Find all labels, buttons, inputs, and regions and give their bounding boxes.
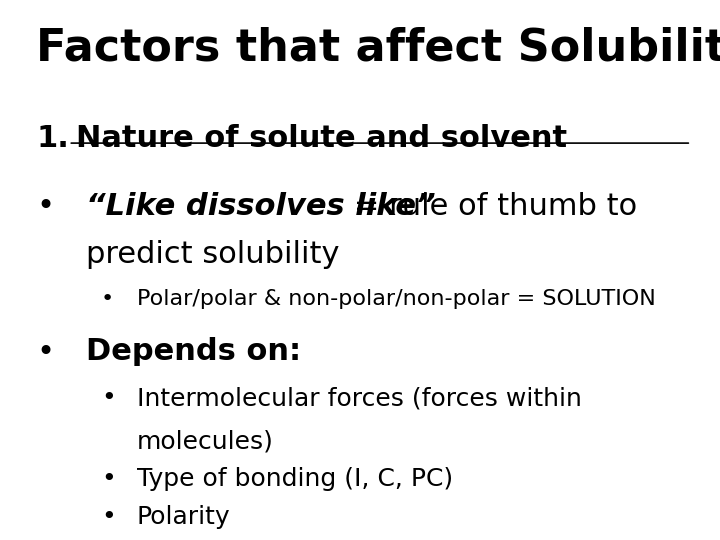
Text: Factors that affect Solubility: Factors that affect Solubility bbox=[36, 27, 720, 70]
Text: •: • bbox=[101, 467, 115, 491]
Text: Polarity: Polarity bbox=[137, 505, 230, 529]
Text: Depends on:: Depends on: bbox=[86, 338, 302, 367]
Text: = rule of thumb to: = rule of thumb to bbox=[344, 192, 637, 221]
Text: •: • bbox=[36, 192, 54, 221]
Text: predict solubility: predict solubility bbox=[86, 240, 340, 269]
Text: 1.: 1. bbox=[36, 124, 69, 153]
Text: •: • bbox=[36, 338, 54, 367]
Text: “Like dissolves like”: “Like dissolves like” bbox=[86, 192, 436, 221]
Text: Intermolecular forces (forces within: Intermolecular forces (forces within bbox=[137, 386, 582, 410]
Text: Type of bonding (I, C, PC): Type of bonding (I, C, PC) bbox=[137, 467, 453, 491]
Text: Polar/polar & non-polar/non-polar = SOLUTION: Polar/polar & non-polar/non-polar = SOLU… bbox=[137, 289, 655, 309]
Text: •: • bbox=[101, 289, 114, 309]
Text: Nature of solute and solvent: Nature of solute and solvent bbox=[76, 124, 567, 153]
Text: •: • bbox=[101, 386, 115, 410]
Text: •: • bbox=[101, 505, 115, 529]
Text: molecules): molecules) bbox=[137, 429, 274, 453]
